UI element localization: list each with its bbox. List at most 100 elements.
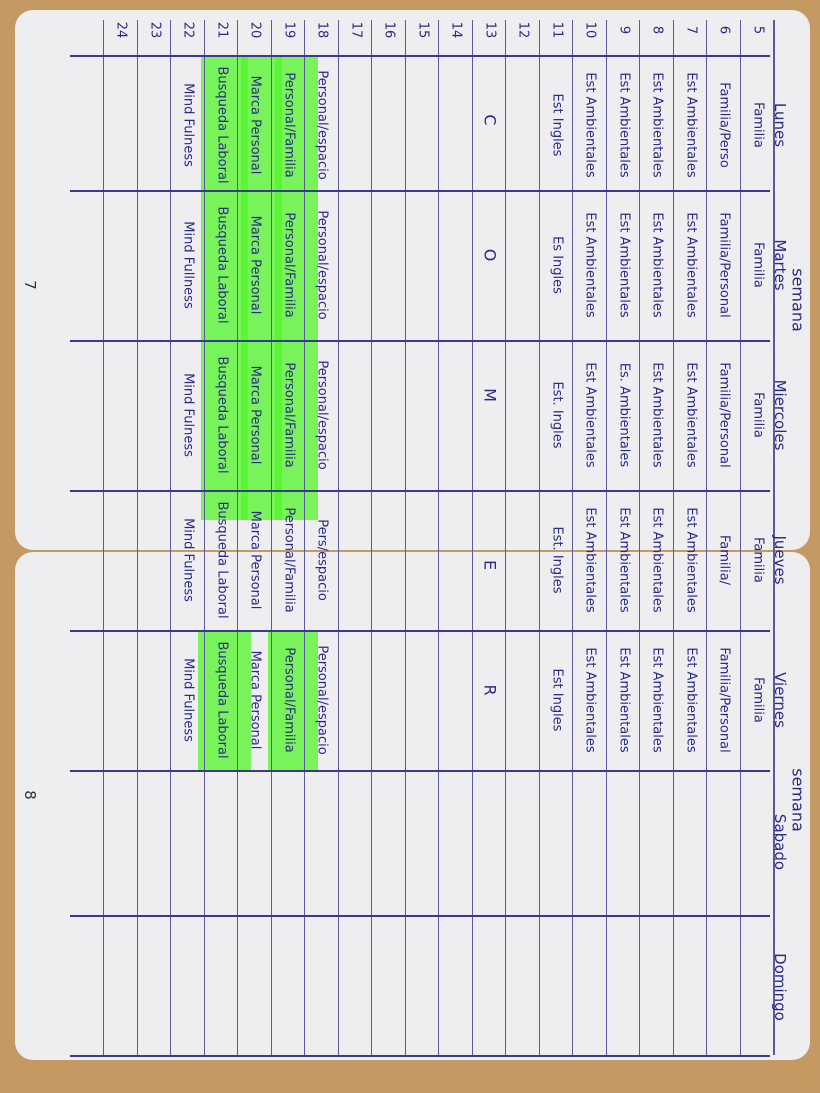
hour-label: 13 — [482, 21, 498, 39]
hour-label: 10 — [583, 21, 598, 39]
schedule-entry: Est Ambientales — [583, 507, 598, 613]
schedule-entry: Mind Fulness — [181, 83, 196, 167]
row-line — [271, 20, 272, 1055]
column-line — [70, 55, 770, 57]
schedule-entry: Familia/Perso — [717, 82, 732, 168]
schedule-entry: Marca Personal — [248, 75, 263, 175]
schedule-entry: Est Ambientales — [650, 72, 665, 178]
hour-label: 23 — [147, 21, 163, 39]
day-header: Jueves — [771, 535, 789, 585]
day-header: Domingo — [771, 953, 789, 1021]
schedule-entry: Est Ambientales — [616, 212, 632, 318]
schedule-entry: Marca Personal — [248, 215, 263, 315]
row-line — [170, 20, 172, 1055]
day-header: Martes — [771, 239, 789, 291]
schedule-entry: Familia — [750, 102, 766, 148]
schedule-entry: Est Ambientales — [583, 362, 598, 468]
column-line — [70, 630, 770, 632]
schedule-entry: Est Ambientales — [683, 212, 699, 318]
hour-label: 22 — [181, 21, 196, 39]
schedule-entry: Personal/Familia — [281, 72, 297, 178]
schedule-entry: Familia/Personal — [717, 647, 732, 753]
schedule-entry: Mind Fulness — [181, 518, 196, 602]
schedule-entry: Marca Personal — [248, 365, 263, 465]
row-line — [304, 20, 306, 1055]
column-line — [70, 1055, 770, 1057]
column-line — [70, 340, 770, 342]
hour-label: 11 — [549, 21, 565, 39]
schedule-entry: Est Ingles — [549, 93, 565, 157]
column-line — [70, 770, 770, 772]
schedule-entry: Familia — [750, 392, 766, 438]
day-header: Lunes — [771, 102, 789, 148]
schedule-entry: Est Ambientales — [650, 362, 665, 468]
schedule-entry: Personal/Familia — [281, 362, 297, 468]
schedule-entry: Marca Personal — [248, 650, 263, 750]
schedule-entry: Busqueda Laboral — [214, 206, 230, 324]
day-header: Miercoles — [771, 379, 789, 451]
row-line — [103, 20, 105, 1055]
row-line — [606, 20, 607, 1055]
row-line — [137, 20, 138, 1055]
schedule-entry: Est Ambientales — [683, 72, 699, 178]
schedule-entry: Personal/espacio — [315, 360, 330, 470]
day-header: Viernes — [771, 672, 789, 728]
hour-label: 14 — [449, 21, 464, 39]
schedule-entry: Pers/espacio — [315, 519, 330, 601]
schedule-entry: Es Ingles — [549, 236, 565, 294]
row-line — [405, 20, 406, 1055]
row-line — [639, 20, 641, 1055]
hour-label: 18 — [315, 21, 330, 39]
page-number: 8 — [21, 790, 39, 800]
column-line — [70, 490, 770, 492]
day-header: Sabado — [771, 813, 789, 871]
hour-label: 6 — [717, 25, 732, 35]
schedule-entry: Personal/Familia — [281, 212, 297, 318]
schedule-entry: Mind Fullness — [181, 221, 196, 309]
schedule-entry: Est Ambientales — [650, 647, 665, 753]
page-number: 7 — [21, 280, 39, 290]
hour-label: 7 — [683, 25, 699, 35]
hour-label: 17 — [348, 21, 364, 39]
schedule-entry: Est Ambientales — [616, 72, 632, 178]
row-line — [338, 20, 339, 1055]
right-page — [15, 552, 810, 1060]
hour-label: 8 — [650, 25, 665, 35]
schedule-entry: Familia — [750, 242, 766, 288]
schedule-entry: Est. Ingles — [549, 381, 565, 449]
column-line — [70, 190, 770, 192]
schedule-entry: Personal/espacio — [315, 210, 330, 320]
hour-label: 16 — [382, 21, 397, 39]
schedule-entry: Familia/Personal — [717, 362, 732, 468]
schedule-entry: Mind Fulness — [181, 658, 196, 742]
hour-label: 9 — [616, 25, 632, 35]
schedule-entry: Es. Ambientales — [616, 362, 632, 468]
lunch-letter: E — [480, 559, 500, 571]
schedule-entry: Busqueda Laboral — [214, 356, 230, 474]
hour-label: 15 — [415, 21, 431, 39]
lunch-letter: C — [480, 114, 500, 126]
week-label: semana — [788, 768, 808, 832]
lunch-letter: R — [480, 684, 500, 696]
schedule-entry: Familia/ — [717, 534, 732, 586]
schedule-entry: Est Ambientales — [583, 212, 598, 318]
schedule-entry: Personal/Familia — [281, 647, 297, 753]
schedule-entry: Personal/Familia — [281, 507, 297, 613]
schedule-entry: Familia — [750, 677, 766, 723]
lunch-letter: O — [480, 248, 500, 262]
schedule-entry: Est Ambientales — [650, 507, 665, 613]
schedule-entry: Busqueda Laboral — [214, 641, 230, 759]
hour-label: 19 — [281, 21, 297, 39]
schedule-entry: Est Ambientales — [683, 362, 699, 468]
schedule-entry: Est Ambientales — [616, 647, 632, 753]
row-line — [204, 20, 205, 1055]
schedule-entry: Est Ambientales — [616, 507, 632, 613]
schedule-entry: Est Ambientales — [683, 647, 699, 753]
hour-label: 21 — [214, 21, 230, 39]
schedule-entry: Mind Fulness — [181, 373, 196, 457]
schedule-entry: Marca Personal — [248, 510, 263, 610]
hour-label: 20 — [248, 21, 263, 39]
schedule-entry: Busqueda Laboral — [214, 66, 230, 184]
